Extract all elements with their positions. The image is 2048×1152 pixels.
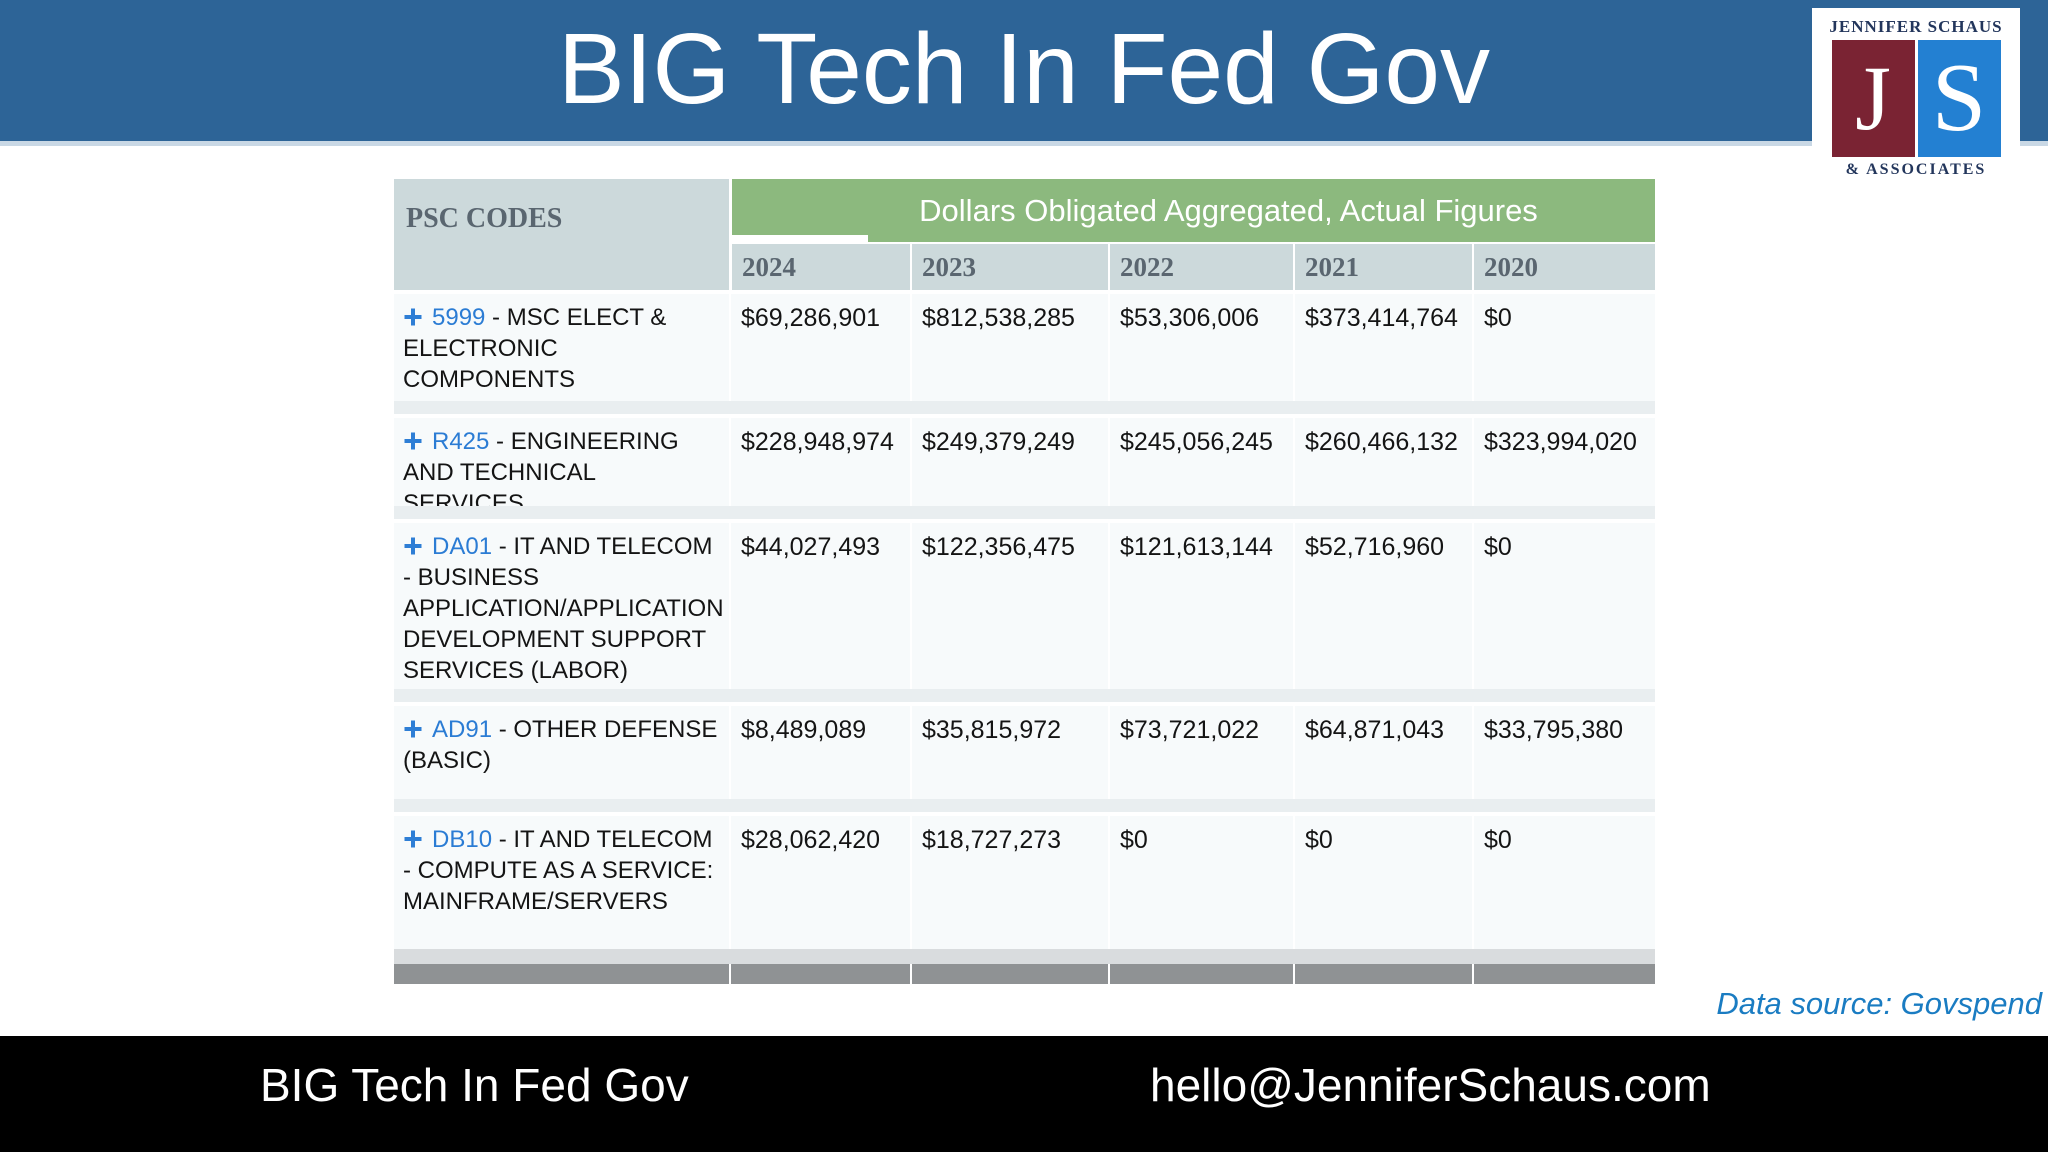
row-separator [394,401,1655,414]
value-cell: $0 [1293,812,1472,949]
table-row-label: R425 - ENGINEERING AND TECHNICAL SERVICE… [394,414,729,517]
value-cell: $249,379,249 [910,414,1108,506]
value-cell: $52,716,960 [1293,519,1472,689]
dollars-obligated-header: Dollars Obligated Aggregated, Actual Fig… [729,179,1655,242]
row-separator [394,689,1655,702]
partial-next-row [1472,964,1655,984]
psc-codes-header: PSC CODES [394,179,729,290]
partial-next-row [729,964,910,984]
psc-description: - IT AND TELECOM - BUSINESS APPLICATION/… [403,533,724,684]
value-cell: $33,795,380 [1472,702,1655,799]
psc-description: - ENGINEERING AND TECHNICAL SERVICES [403,428,679,517]
value-cell: $8,489,089 [729,702,910,799]
company-logo: JENNIFER SCHAUS J S & ASSOCIATES [1812,8,2020,190]
value-cell: $64,871,043 [1293,702,1472,799]
value-cell: $323,994,020 [1472,414,1655,506]
year-header-2020: 2020 [1472,242,1655,290]
page-title: BIG Tech In Fed Gov [558,13,1490,125]
table-row-label: 5999 - MSC ELECT & ELECTRONIC COMPONENTS [394,290,729,401]
value-cell: $73,721,022 [1108,702,1293,799]
table-row-label: AD91 - OTHER DEFENSE (BASIC) [394,702,729,799]
value-cell: $0 [1472,290,1655,401]
data-source-note: Data source: Govspend [1716,986,2042,1021]
footer-email: hello@JenniferSchaus.com [1150,1059,1711,1111]
logo-top-text: JENNIFER SCHAUS [1829,17,2003,36]
row-separator [394,799,1655,812]
logo-bottom-text: & ASSOCIATES [1845,161,1987,178]
top-banner: BIG Tech In Fed Gov [0,0,2048,146]
year-header-2024: 2024 [729,242,910,290]
value-cell: $373,414,764 [1293,290,1472,401]
psc-description: - MSC ELECT & ELECTRONIC COMPONENTS [403,304,667,393]
value-cell: $0 [1108,812,1293,949]
expand-plus-icon[interactable] [403,428,423,450]
expand-plus-icon[interactable] [403,304,423,326]
value-cell: $812,538,285 [910,290,1108,401]
partial-next-row [1293,964,1472,984]
value-cell: $0 [1472,812,1655,949]
logo-monogram: J S [1812,40,2020,157]
footer-bar: BIG Tech In Fed Gov hello@JenniferSchaus… [0,1036,2048,1152]
table-row-label: DA01 - IT AND TELECOM - BUSINESS APPLICA… [394,519,729,689]
psc-code-link[interactable]: DA01 [432,533,493,560]
value-cell: $260,466,132 [1293,414,1472,506]
psc-description: - OTHER DEFENSE (BASIC) [403,716,718,774]
value-cell: $228,948,974 [729,414,910,506]
value-cell: $0 [1472,519,1655,689]
partial-next-row [1108,964,1293,984]
dollars-obligated-header-label: Dollars Obligated Aggregated, Actual Fig… [919,192,1538,228]
table-row-label: DB10 - IT AND TELECOM - COMPUTE AS A SER… [394,812,729,949]
expand-plus-icon[interactable] [403,533,423,555]
value-cell: $44,027,493 [729,519,910,689]
psc-spending-table: PSC CODES Dollars Obligated Aggregated, … [394,179,1655,984]
psc-code-link[interactable]: 5999 [432,304,486,331]
value-cell: $18,727,273 [910,812,1108,949]
value-cell: $122,356,475 [910,519,1108,689]
logo-j-square: J [1831,40,1915,157]
expand-plus-icon[interactable] [403,826,423,848]
value-cell: $245,056,245 [1108,414,1293,506]
partial-next-row [910,964,1108,984]
psc-code-link[interactable]: R425 [432,428,490,455]
table-bottom-light-band [394,949,1655,964]
expand-plus-icon[interactable] [403,716,423,738]
header-notch [732,235,868,242]
psc-code-link[interactable]: AD91 [432,716,493,743]
year-header-2021: 2021 [1293,242,1472,290]
psc-description: - IT AND TELECOM - COMPUTE AS A SERVICE:… [403,826,714,915]
logo-s-square: S [1917,40,2001,157]
row-separator [394,506,1655,519]
footer-title: BIG Tech In Fed Gov [260,1059,689,1111]
value-cell: $28,062,420 [729,812,910,949]
value-cell: $53,306,006 [1108,290,1293,401]
value-cell: $69,286,901 [729,290,910,401]
partial-next-row [394,964,729,984]
year-header-2023: 2023 [910,242,1108,290]
year-header-2022: 2022 [1108,242,1293,290]
psc-code-link[interactable]: DB10 [432,826,493,853]
value-cell: $121,613,144 [1108,519,1293,689]
value-cell: $35,815,972 [910,702,1108,799]
